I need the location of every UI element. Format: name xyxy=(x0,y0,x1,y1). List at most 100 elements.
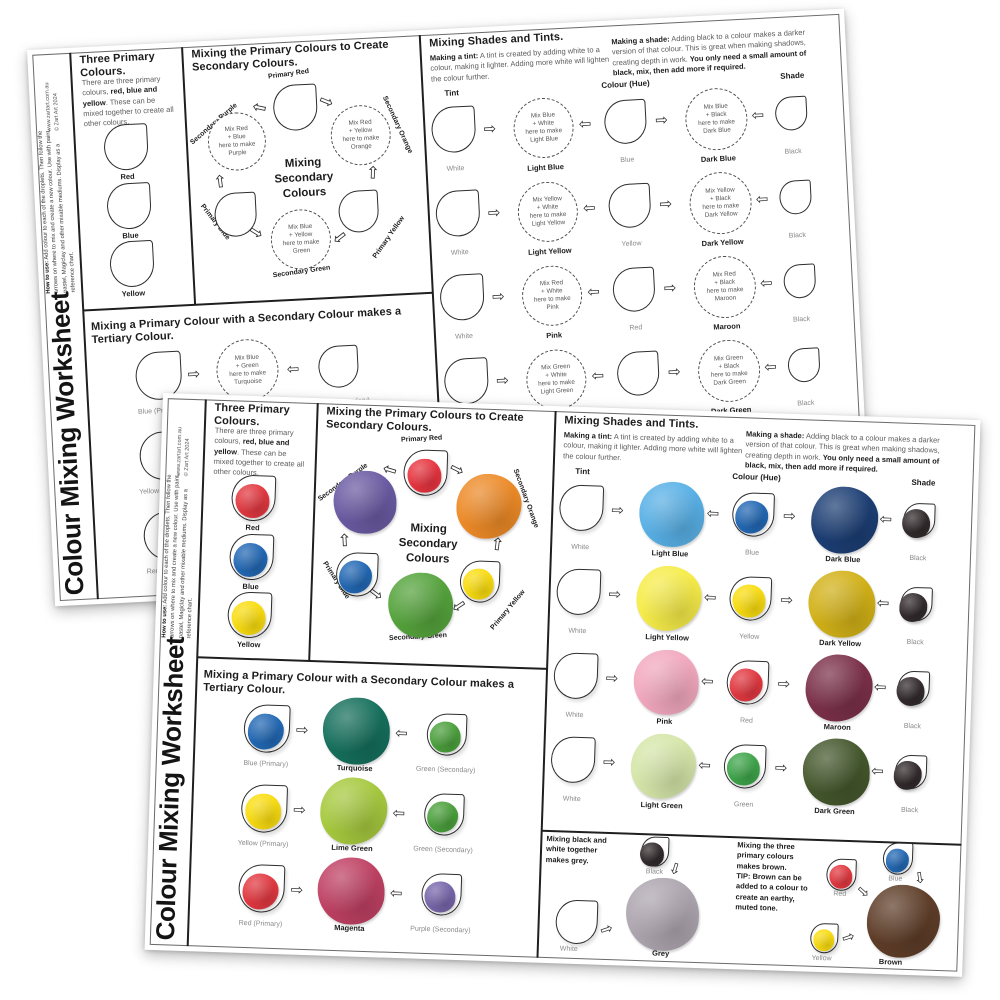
blue-paint xyxy=(232,541,269,578)
mix-instruction: Mix Blue + Yellow here to make Green xyxy=(282,222,320,255)
droplet-label-red: Red xyxy=(245,522,260,533)
yellow-label: Yellow xyxy=(811,954,832,963)
column-header-shade: Shade xyxy=(911,477,936,488)
arrow-left-icon: ⇨ xyxy=(759,273,773,293)
mix-instruction: Mix Blue + Green here to make Turquoise xyxy=(229,353,267,387)
droplet-label-blue: Blue xyxy=(242,581,259,592)
arrow-left-icon: ⇨ xyxy=(755,189,769,209)
arrow-right-icon: ⇨ xyxy=(654,110,669,130)
copyright: © Zart Art 2024 xyxy=(184,438,192,477)
tint-note: Making a tint: A tint is created by addi… xyxy=(562,430,743,462)
tint-circle: Mix Blue + White here to make Light Blue xyxy=(638,480,706,548)
tint-circle: Mix Red + White here to make Pink xyxy=(632,648,700,716)
black-paint xyxy=(892,760,922,790)
arrow-right-icon: ⇨ xyxy=(605,668,619,688)
red-paint xyxy=(828,864,853,889)
arrow-left-icon: ⇨ xyxy=(763,357,778,377)
arrow-left-icon: ⇨ xyxy=(873,677,887,697)
wheel-circle-orange: Mix Red + Yellow here to make Orange xyxy=(455,472,523,540)
yellow-paint xyxy=(230,599,267,636)
tertiary-result-circle: Mix Yellow + Green here to make Lime Gre… xyxy=(319,776,389,846)
arrow-right-icon: ⇨ xyxy=(777,674,791,693)
arrow-left-icon: ⇨ xyxy=(590,366,605,385)
black-paint xyxy=(898,592,928,623)
mix-instruction: Mix Red + Yellow here to make Orange xyxy=(342,118,380,151)
blue-paint xyxy=(885,848,909,873)
arrow-right-icon: ⇨ xyxy=(495,371,510,390)
arrow-right-icon: ⇨ xyxy=(187,364,201,384)
worksheet-page: Colour Mixing Worksheet www.zartart.com.… xyxy=(144,393,981,977)
mix-instruction: Mix Red + White here to make Pink xyxy=(533,278,571,312)
hue-paint xyxy=(729,668,764,702)
yellow-paint xyxy=(462,567,495,601)
mix-instruction: Mix Red + Black here to make Maroon xyxy=(706,270,744,303)
grey-note: Mixing black and white together makes gr… xyxy=(545,833,607,866)
tertiary-result-circle: Mix Blue + Green here to make Turquoise xyxy=(321,696,391,766)
arrow-right-icon: ⇨ xyxy=(295,720,309,740)
wheel-circle-purple: Mix Red + Blue here to make Purple xyxy=(332,469,398,535)
black-label: Black xyxy=(906,638,924,647)
arrow-right-icon: ⇨ xyxy=(608,584,622,604)
black-paint xyxy=(901,509,931,539)
secondary-paint xyxy=(426,800,460,834)
wheel-circle-orange: Mix Red + Yellow here to make Orange xyxy=(329,103,393,167)
shade-circle: Mix Blue + Black here to make Dark Blue xyxy=(810,485,880,555)
shade-circle: Mix Green + Black here to make Dark Gree… xyxy=(696,338,762,404)
arrow-left-icon: ⇨ xyxy=(582,198,596,218)
black-label: Black xyxy=(900,806,919,815)
arrow-right-icon: ⇨ xyxy=(483,119,497,138)
hue-paint xyxy=(732,584,767,618)
tertiary-result-circle: Mix Red + Purple here to make Magenta xyxy=(316,856,386,926)
arrow-right-icon: ⇨ xyxy=(663,278,677,298)
arrow-blue-to-brown-icon: ⇨ xyxy=(910,870,930,886)
tint-circle: Mix Blue + White here to make Light Blue xyxy=(512,96,576,160)
brown-circle xyxy=(865,883,942,960)
arrow-left-icon: ⇨ xyxy=(394,723,408,743)
copyright: © Zart Art 2024 xyxy=(53,92,62,132)
arrow-blue-to-purple-icon: ⇨ xyxy=(334,531,356,548)
primary-paint xyxy=(241,872,279,910)
mix-instruction: Mix Green + White here to make Light Gre… xyxy=(537,362,576,396)
secondary-paint xyxy=(429,720,462,754)
arrow-left-icon: ⇨ xyxy=(389,883,403,903)
website-url: www.zartart.com.au xyxy=(175,426,184,477)
arrow-right-icon: ⇨ xyxy=(659,194,673,214)
arrow-right-icon: ⇨ xyxy=(292,800,307,819)
arrow-left-icon: ⇨ xyxy=(706,504,720,523)
howto-note: How to use: Add colour to each of the dr… xyxy=(161,473,194,639)
mix-instruction: Mix Yellow + White here to make Light Ye… xyxy=(529,194,567,228)
black-paint xyxy=(639,841,665,868)
arrow-right-icon: ⇨ xyxy=(602,752,616,772)
brown-label: Brown xyxy=(878,957,903,967)
red-paint xyxy=(406,457,442,494)
shade-circle: Mix Yellow + Black here to make Dark Yel… xyxy=(807,569,877,639)
yellow-paint xyxy=(812,928,835,952)
arrow-left-icon: ⇨ xyxy=(703,588,717,607)
tint-circle: Mix Green + White here to make Light Gre… xyxy=(524,348,588,412)
arrow-left-icon: ⇨ xyxy=(286,359,300,379)
shade-circle: Mix Green + Black here to make Dark Gree… xyxy=(801,737,871,807)
arrow-right-icon: ⇨ xyxy=(774,758,788,777)
wheel-circle-green: Mix Blue + Yellow here to make Green xyxy=(387,571,455,639)
website-url: www.zartart.com.au xyxy=(44,82,53,132)
primary-section-body: There are three primary colours, red, bl… xyxy=(81,74,174,129)
primary-section-body: There are three primary colours, red, bl… xyxy=(213,425,305,478)
primary-paint xyxy=(246,712,285,750)
hue-paint xyxy=(735,500,769,535)
shade-circle: Mix Red + Black here to make Maroon xyxy=(804,653,874,723)
arrow-blue-to-purple-icon: ⇨ xyxy=(209,172,232,190)
arrow-right-icon: ⇨ xyxy=(290,880,304,899)
black-paint xyxy=(895,676,925,706)
blue-label: Blue xyxy=(888,875,903,883)
black-label: Black xyxy=(903,722,922,731)
tertiary-result-circle: Mix Blue + Green here to make Turquoise xyxy=(214,337,281,403)
brown-note: Mixing the three primary colours makes b… xyxy=(735,840,808,913)
wheel-circle-purple: Mix Red + Blue here to make Purple xyxy=(206,111,268,172)
tint-circle: Mix Yellow + White here to make Light Ye… xyxy=(635,564,703,632)
mix-instruction: Mix Red + Blue here to make Purple xyxy=(218,124,256,158)
arrow-left-icon: ⇨ xyxy=(391,803,406,823)
grey-circle xyxy=(624,876,701,953)
mix-instruction: Mix Blue + Black here to make Dark Blue xyxy=(698,102,736,136)
tint-circle: Mix Green + White here to make Light Gre… xyxy=(629,732,697,800)
